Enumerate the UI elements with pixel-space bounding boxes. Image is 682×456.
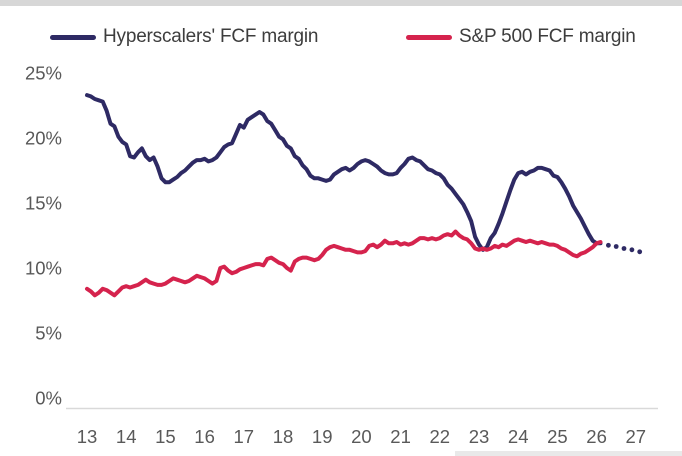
y-tick-label: 15% (25, 193, 62, 214)
x-tick-label: 17 (234, 426, 255, 447)
x-tick-label: 21 (390, 426, 411, 447)
legend-item-hyperscalers: Hyperscalers' FCF margin (50, 25, 318, 49)
bottom-edge-bar (455, 451, 682, 456)
x-tick-label: 24 (508, 426, 529, 447)
legend-item-sp500: S&P 500 FCF margin (406, 25, 636, 49)
hyperscalers_forecast-forecast-dot (621, 246, 627, 251)
hyperscalers_forecast-forecast-dot (613, 244, 619, 249)
hyperscalers_forecast-forecast-dot (637, 249, 643, 255)
sp500-line (85, 229, 603, 298)
x-tick-label: 13 (77, 426, 98, 447)
x-tick-label: 19 (312, 426, 333, 447)
y-tick-label: 0% (35, 388, 62, 409)
hyperscalers-line-swatch (50, 34, 96, 40)
y-tick-label: 25% (25, 63, 62, 84)
x-tick-label: 25 (547, 426, 568, 447)
hyperscalers-line (85, 93, 603, 252)
y-tick-label: 10% (25, 258, 62, 279)
x-tick-label: 15 (155, 426, 176, 447)
hyperscalers_forecast-forecast-dot (606, 242, 611, 248)
x-tick-label: 14 (116, 426, 137, 447)
y-tick-label: 5% (35, 323, 62, 344)
x-tick-label: 22 (430, 426, 451, 447)
x-tick-label: 18 (273, 426, 294, 447)
y-tick-label: 20% (25, 128, 62, 149)
sp500-line-swatch (406, 34, 452, 40)
hyperscalers_forecast-forecast-dot (629, 247, 635, 253)
legend-label-hyperscalers: Hyperscalers' FCF margin (103, 26, 319, 47)
x-tick-label: 26 (586, 426, 607, 447)
x-tick-label: 27 (626, 426, 647, 447)
x-tick-label: 23 (469, 426, 490, 447)
top-edge-bar (0, 0, 682, 6)
x-tick-label: 16 (194, 426, 215, 447)
x-tick-label: 20 (351, 426, 372, 447)
legend-label-sp500: S&P 500 FCF margin (459, 26, 636, 47)
chart-legend: Hyperscalers' FCF margin S&P 500 FCF mar… (0, 25, 682, 49)
